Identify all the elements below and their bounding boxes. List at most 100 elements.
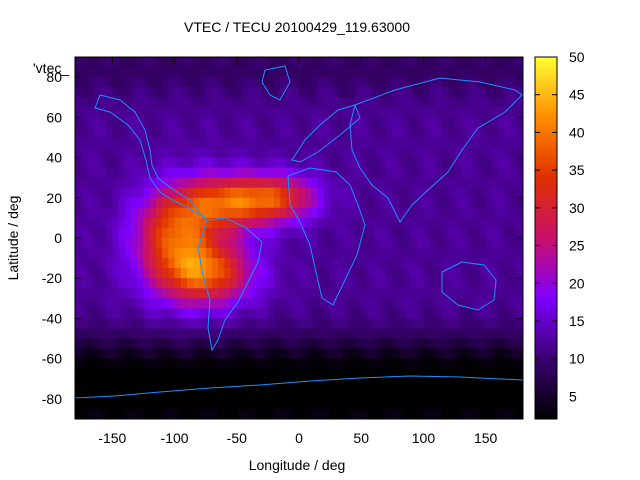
heatmap-cell xyxy=(255,227,263,239)
heatmap-cell xyxy=(435,147,443,159)
heatmap-cell xyxy=(317,107,325,118)
heatmap-cell xyxy=(348,67,356,78)
heatmap-cell xyxy=(274,368,281,380)
heatmap-cell xyxy=(448,87,456,98)
heatmap-cell xyxy=(330,328,337,340)
heatmap-cell xyxy=(323,358,331,370)
heatmap-cell xyxy=(193,268,201,279)
heatmap-cell xyxy=(404,107,412,118)
heatmap-cell xyxy=(299,207,306,219)
heatmap-cell xyxy=(286,288,294,299)
heatmap-cell xyxy=(504,348,512,360)
heatmap-cell xyxy=(267,217,275,229)
heatmap-cell xyxy=(367,147,375,159)
heatmap-cell xyxy=(392,408,400,419)
heatmap-cell xyxy=(286,187,294,199)
heatmap-cell xyxy=(442,398,449,410)
heatmap-cell xyxy=(75,268,82,279)
heatmap-cell xyxy=(510,107,518,118)
heatmap-cell xyxy=(75,358,82,370)
heatmap-cell xyxy=(118,268,126,279)
heatmap-cell xyxy=(81,278,89,289)
heatmap-cell xyxy=(336,378,344,390)
heatmap-cell xyxy=(236,207,244,219)
heatmap-cell xyxy=(467,127,474,139)
heatmap-cell xyxy=(286,358,294,370)
heatmap-cell xyxy=(131,197,138,209)
heatmap-cell xyxy=(87,408,95,419)
heatmap-cell xyxy=(442,298,449,309)
heatmap-cell xyxy=(81,318,89,330)
heatmap-cell xyxy=(99,137,107,149)
heatmap-cell xyxy=(274,137,281,149)
heatmap-cell xyxy=(218,137,225,149)
heatmap-cell xyxy=(404,167,412,179)
heatmap-cell xyxy=(429,338,437,350)
heatmap-cell xyxy=(330,278,337,289)
heatmap-cell xyxy=(93,167,101,179)
heatmap-cell xyxy=(205,197,213,209)
heatmap-cell xyxy=(460,197,468,209)
heatmap-cell xyxy=(230,137,238,149)
heatmap-cell xyxy=(454,217,462,229)
heatmap-cell xyxy=(386,368,393,380)
heatmap-cell xyxy=(361,187,369,199)
heatmap-cell xyxy=(373,328,381,340)
heatmap-cell xyxy=(379,187,387,199)
heatmap-cell xyxy=(473,97,481,108)
heatmap-cell xyxy=(504,107,512,118)
heatmap-cell xyxy=(317,358,325,370)
heatmap-cell xyxy=(292,97,300,108)
heatmap-cell xyxy=(224,278,232,289)
heatmap-cell xyxy=(504,288,512,299)
heatmap-cell xyxy=(93,278,101,289)
heatmap-cell xyxy=(423,378,431,390)
heatmap-cell xyxy=(286,338,294,350)
heatmap-cell xyxy=(367,288,375,299)
heatmap-cell xyxy=(454,338,462,350)
heatmap-cell xyxy=(336,137,344,149)
heatmap-cell xyxy=(510,278,518,289)
heatmap-cell xyxy=(205,57,213,68)
heatmap-cell xyxy=(404,117,412,128)
heatmap-cell xyxy=(81,298,89,309)
heatmap-cell xyxy=(199,77,207,88)
heatmap-cell xyxy=(180,177,188,189)
heatmap-cell xyxy=(323,318,331,330)
heatmap-cell xyxy=(467,167,474,179)
heatmap-cell xyxy=(498,388,505,400)
heatmap-cell xyxy=(149,217,157,229)
heatmap-cell xyxy=(199,288,207,299)
heatmap-cell xyxy=(205,258,213,269)
heatmap-cell xyxy=(168,308,176,320)
heatmap-cell xyxy=(516,57,523,68)
heatmap-cell xyxy=(93,137,101,149)
heatmap-cell xyxy=(124,378,132,390)
heatmap-cell xyxy=(224,288,232,299)
heatmap-cell xyxy=(498,238,505,249)
heatmap-cell xyxy=(361,318,369,330)
heatmap-cell xyxy=(174,298,182,309)
heatmap-cell xyxy=(143,318,151,330)
heatmap-cell xyxy=(342,97,350,108)
heatmap-cell xyxy=(348,298,356,309)
heatmap-cell xyxy=(361,308,369,320)
heatmap-cell xyxy=(498,187,505,199)
heatmap-cell xyxy=(124,408,132,419)
heatmap-cell xyxy=(205,157,213,169)
heatmap-cell xyxy=(516,368,523,380)
heatmap-cell xyxy=(404,318,412,330)
heatmap-cell xyxy=(323,258,331,269)
heatmap-cell xyxy=(255,87,263,98)
heatmap-cell xyxy=(162,288,169,299)
heatmap-cell xyxy=(330,408,337,419)
heatmap-cell xyxy=(99,117,107,128)
heatmap-cell xyxy=(373,248,381,259)
heatmap-cell xyxy=(230,238,238,249)
heatmap-cell xyxy=(168,147,176,159)
heatmap-cell xyxy=(75,328,82,340)
heatmap-cell xyxy=(411,107,418,118)
x-tick-label: 150 xyxy=(474,430,498,446)
heatmap-cell xyxy=(187,248,194,259)
heatmap-cell xyxy=(311,137,319,149)
